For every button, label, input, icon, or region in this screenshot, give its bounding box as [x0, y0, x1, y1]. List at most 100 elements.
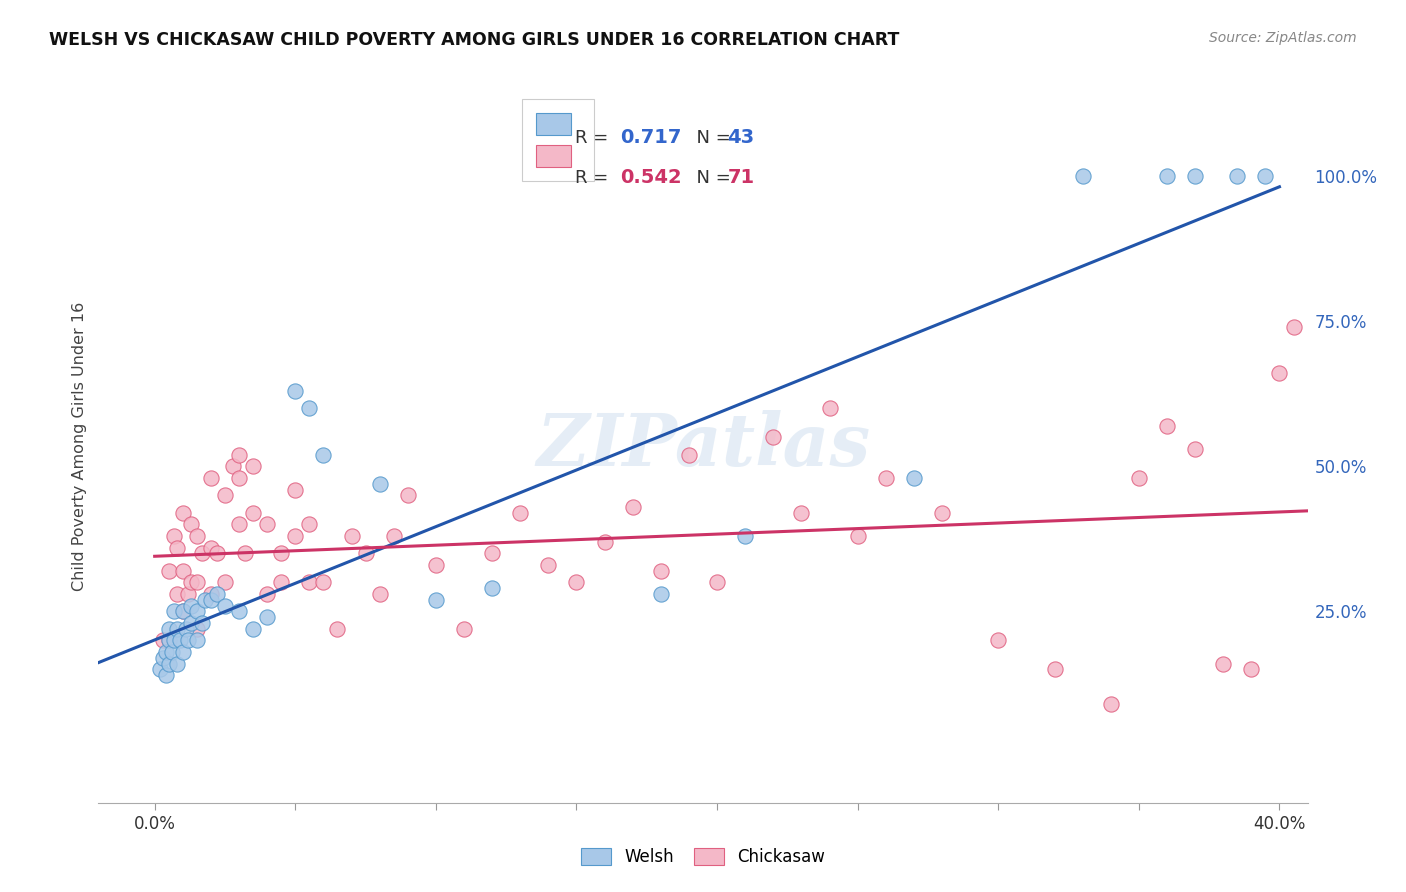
Point: [191, 546, 214, 560]
Point: [191, 615, 214, 630]
Point: [298, 401, 321, 416]
Point: [1184, 169, 1206, 184]
Point: [1043, 662, 1066, 676]
Point: [565, 575, 588, 590]
Point: [155, 645, 177, 659]
Point: [157, 633, 180, 648]
Point: [205, 546, 228, 560]
Point: [149, 662, 172, 676]
Point: [368, 476, 391, 491]
Point: [242, 622, 264, 636]
Point: [1240, 662, 1263, 676]
Point: [186, 622, 208, 636]
Point: [903, 471, 925, 485]
Point: [312, 575, 335, 590]
Point: [354, 546, 377, 560]
Text: ZIPatlas: ZIPatlas: [536, 410, 870, 482]
Point: [425, 592, 447, 607]
Point: [233, 546, 256, 560]
Point: [818, 401, 841, 416]
Point: [177, 587, 200, 601]
Point: [214, 575, 236, 590]
Point: [157, 633, 180, 648]
Text: 71: 71: [727, 169, 755, 187]
Point: [180, 575, 202, 590]
Point: [256, 587, 278, 601]
Point: [790, 506, 813, 520]
Text: 0.717: 0.717: [620, 128, 682, 147]
Point: [152, 633, 174, 648]
Point: [172, 604, 194, 618]
Point: [242, 506, 264, 520]
Text: R =: R =: [575, 169, 614, 187]
Point: [987, 633, 1010, 648]
Point: [166, 587, 188, 601]
Point: [186, 604, 208, 618]
Point: [509, 506, 531, 520]
Legend: , : ,: [522, 99, 593, 181]
Point: [762, 430, 785, 444]
Point: [166, 657, 188, 671]
Text: N =: N =: [685, 128, 737, 146]
Point: [1282, 320, 1305, 334]
Point: [846, 529, 869, 543]
Text: 0.542: 0.542: [620, 169, 682, 187]
Point: [650, 564, 672, 578]
Point: [1254, 169, 1277, 184]
Point: [242, 459, 264, 474]
Point: [160, 645, 183, 659]
Text: N =: N =: [685, 169, 737, 187]
Point: [425, 558, 447, 572]
Point: [163, 529, 186, 543]
Point: [1071, 169, 1094, 184]
Point: [214, 488, 236, 502]
Point: [228, 471, 250, 485]
Point: [174, 622, 197, 636]
Point: [931, 506, 953, 520]
Point: [453, 622, 475, 636]
Point: [256, 517, 278, 532]
Point: [256, 610, 278, 624]
Point: [180, 615, 202, 630]
Point: [270, 575, 292, 590]
Point: [200, 541, 222, 555]
Point: [205, 587, 228, 601]
Point: [1212, 657, 1234, 671]
Point: [163, 604, 186, 618]
Point: [163, 633, 186, 648]
Point: [186, 529, 208, 543]
Point: [157, 564, 180, 578]
Point: [169, 633, 191, 648]
Point: [312, 448, 335, 462]
Point: [186, 633, 208, 648]
Point: [284, 529, 307, 543]
Point: [621, 500, 644, 514]
Point: [396, 488, 419, 502]
Y-axis label: Child Poverty Among Girls Under 16: Child Poverty Among Girls Under 16: [72, 301, 87, 591]
Point: [200, 471, 222, 485]
Point: [734, 529, 756, 543]
Point: [200, 592, 222, 607]
Point: [166, 622, 188, 636]
Point: [228, 604, 250, 618]
Point: [228, 448, 250, 462]
Point: [368, 587, 391, 601]
Text: R =: R =: [575, 128, 614, 146]
Point: [172, 506, 194, 520]
Point: [194, 592, 217, 607]
Point: [177, 633, 200, 648]
Point: [1156, 169, 1178, 184]
Point: [326, 622, 349, 636]
Text: Source: ZipAtlas.com: Source: ZipAtlas.com: [1209, 31, 1357, 45]
Point: [157, 622, 180, 636]
Text: 43: 43: [727, 128, 755, 147]
Point: [298, 517, 321, 532]
Point: [284, 483, 307, 497]
Legend: Welsh, Chickasaw: Welsh, Chickasaw: [572, 840, 834, 875]
Point: [180, 517, 202, 532]
Point: [270, 546, 292, 560]
Point: [678, 448, 700, 462]
Text: WELSH VS CHICKASAW CHILD POVERTY AMONG GIRLS UNDER 16 CORRELATION CHART: WELSH VS CHICKASAW CHILD POVERTY AMONG G…: [49, 31, 900, 49]
Point: [172, 564, 194, 578]
Point: [228, 517, 250, 532]
